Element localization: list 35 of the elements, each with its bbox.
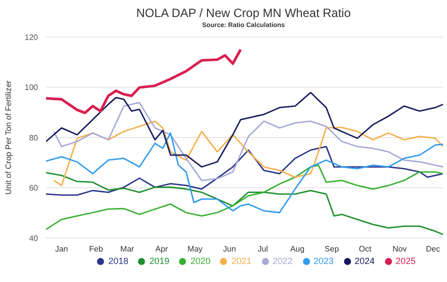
- x-tick-label: Jan: [55, 244, 68, 254]
- line-series: [46, 164, 443, 230]
- y-tick-label: 80: [29, 133, 39, 142]
- x-tick-label: Oct: [358, 244, 372, 254]
- legend-label: 2023: [314, 256, 334, 266]
- x-tick-label: Jul: [258, 244, 268, 254]
- line-series: [53, 102, 443, 182]
- line-series: [46, 132, 443, 214]
- x-tick-label: Aug: [290, 244, 304, 254]
- legend-label: 2020: [190, 256, 210, 266]
- line-series: [46, 92, 443, 168]
- legend-label: 2018: [108, 256, 128, 266]
- legend-label: 2025: [396, 256, 416, 266]
- y-axis-title: Unit of Crop Per Ton of Fertilizer: [4, 80, 13, 195]
- legend-label: 2024: [354, 256, 375, 266]
- y-tick-label: 40: [29, 234, 39, 243]
- x-tick-label: Nov: [392, 244, 407, 254]
- y-tick-label: 120: [24, 32, 39, 42]
- x-tick-label: Feb: [89, 244, 104, 254]
- x-tick-label: Sep: [324, 244, 340, 254]
- x-tick-label: Jun: [223, 244, 236, 254]
- legend-label: 2021: [231, 256, 252, 266]
- x-tick-label: Dec: [426, 244, 440, 254]
- legend-label: 2019: [149, 256, 170, 266]
- line-series: [46, 146, 443, 196]
- chart-title: NOLA DAP / New Crop MN Wheat Ratio: [135, 6, 352, 20]
- line-series: [46, 172, 443, 236]
- x-tick-label: Mar: [120, 244, 134, 254]
- x-tick-label: May: [187, 244, 203, 254]
- y-tick-label: 100: [24, 83, 39, 92]
- x-tick-label: Apr: [155, 244, 168, 254]
- legend-label: 2022: [272, 256, 293, 266]
- y-tick-label: 60: [29, 184, 39, 193]
- line-series: [46, 48, 242, 114]
- line-series: [53, 120, 443, 186]
